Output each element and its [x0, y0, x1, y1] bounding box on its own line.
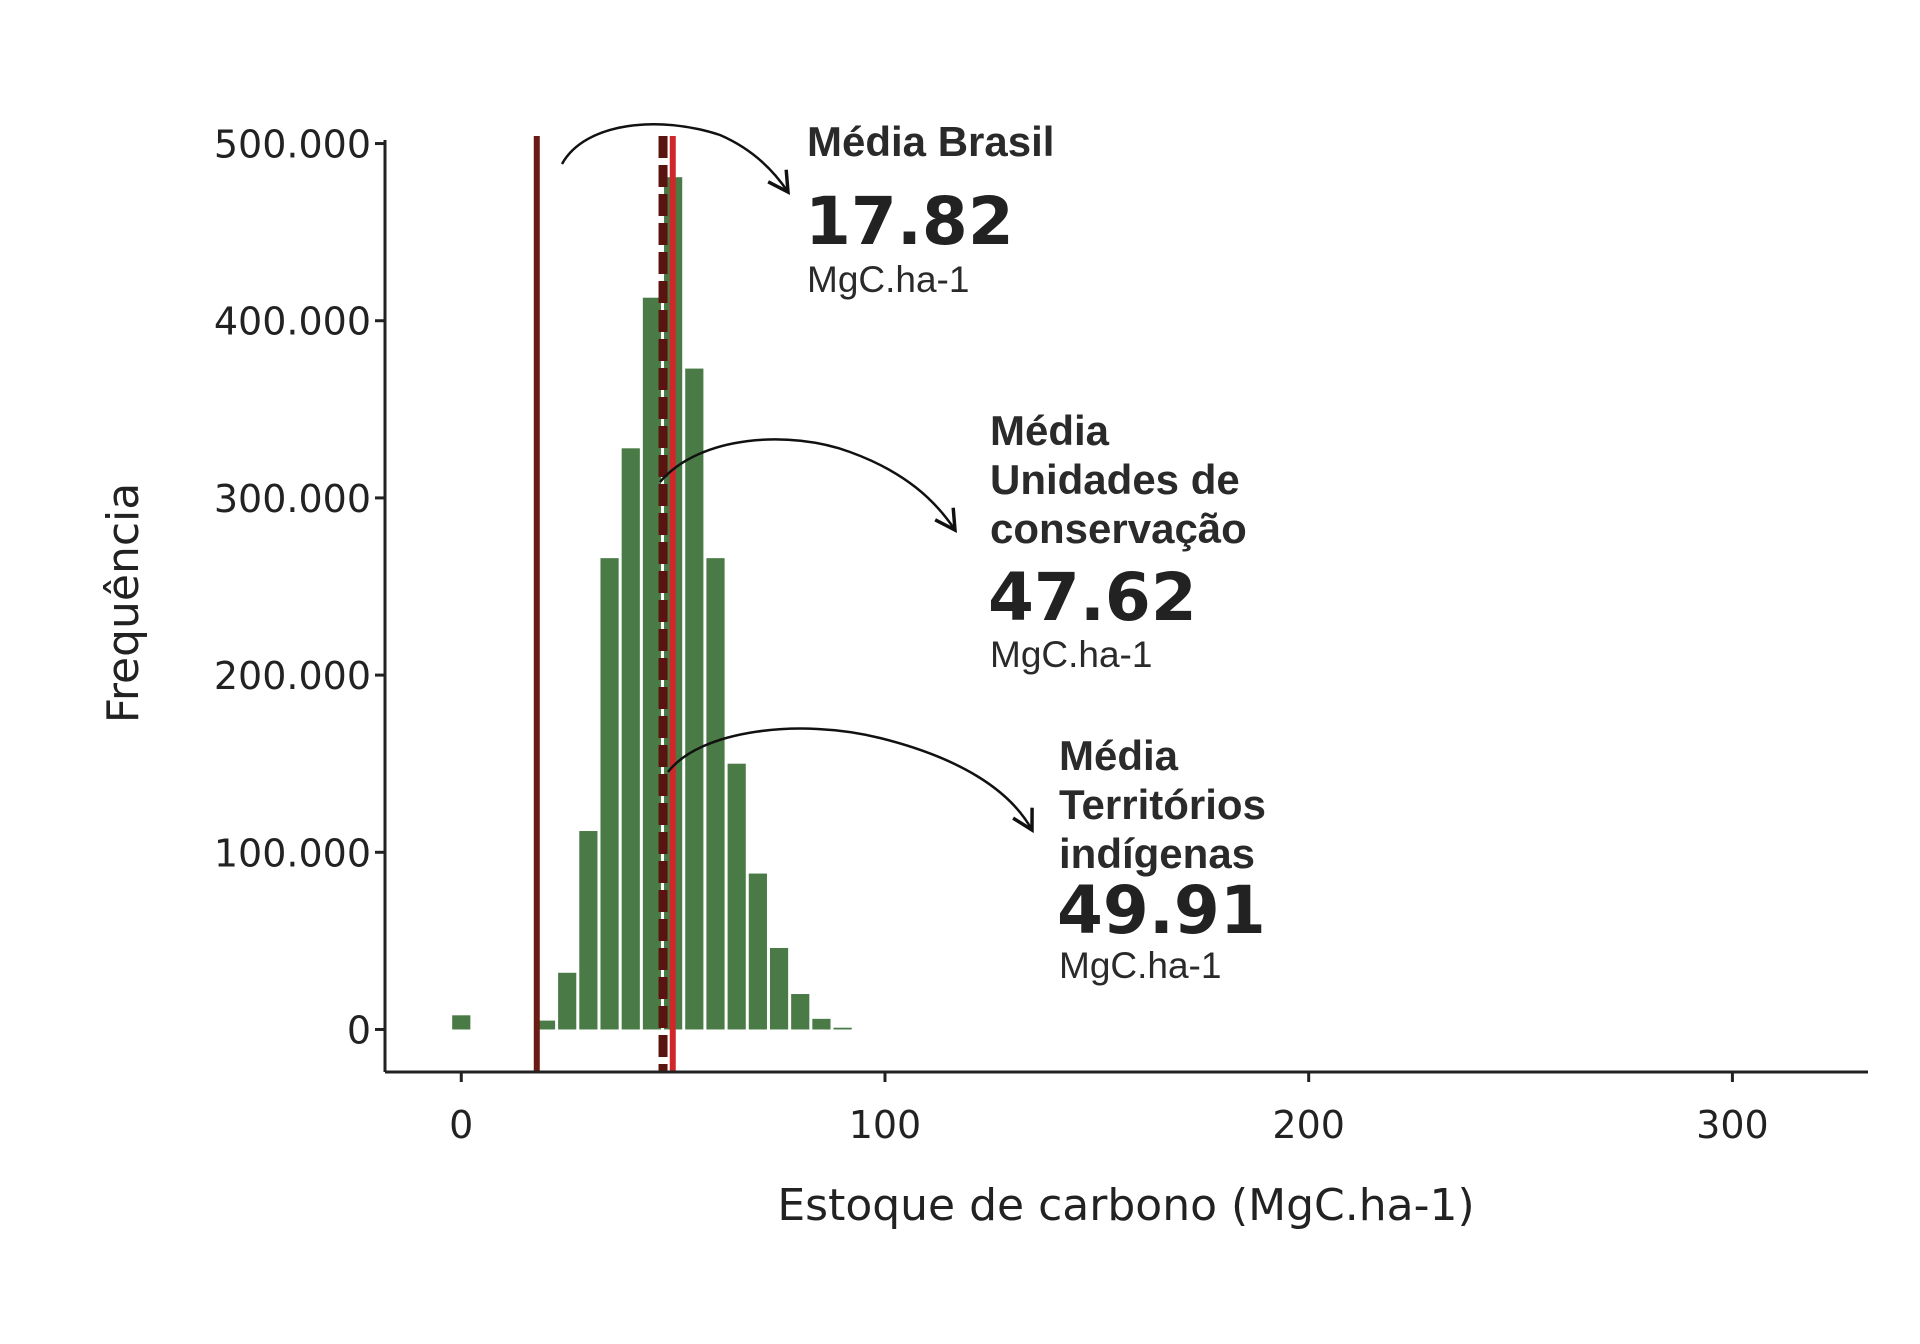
y-tick-label-0: 0: [347, 1008, 371, 1052]
x-tick-label-1: 100: [849, 1103, 922, 1147]
y-tick-label-1: 100.000: [214, 831, 371, 875]
x-axis-title: Estoque de carbono (MgC.ha-1): [777, 1180, 1474, 1231]
annotation-value-brasil: 17.82: [805, 183, 1014, 260]
histogram-bar-6: [642, 297, 662, 1030]
annotation-conservacao: Média Unidades de conservação 47.62 MgC.…: [659, 407, 1247, 675]
annotation-label-indigenas-2: Territórios: [1059, 781, 1266, 828]
annotation-arrow-brasil: [560, 123, 790, 195]
y-axis-ticks: 0 100.000 200.000 300.000 400.000 500.000: [214, 123, 385, 1052]
mean-reference-lines: [533, 136, 676, 1072]
annotation-value-indigenas: 49.91: [1057, 872, 1266, 949]
histogram-bar-14: [812, 1018, 831, 1030]
histogram-bars: [452, 177, 852, 1030]
y-tick-label-4: 400.000: [214, 300, 371, 344]
histogram-bar-1: [536, 1020, 556, 1030]
histogram-bar-10: [727, 763, 746, 1030]
histogram-bar-4: [600, 558, 619, 1030]
histogram-bar-9: [706, 558, 725, 1030]
histogram-bar-11: [748, 873, 767, 1030]
x-tick-label-0: 0: [449, 1103, 473, 1147]
axes: [383, 140, 1868, 1074]
histogram-bar-3: [579, 831, 598, 1030]
histogram-bar-5: [621, 448, 640, 1030]
annotation-unit-conservacao: MgC.ha-1: [990, 634, 1152, 675]
annotation-label-conservacao-1: Média: [990, 407, 1110, 454]
annotation-label-conservacao-3: conservação: [990, 505, 1247, 552]
annotation-indigenas: Média Territórios indígenas 49.91 MgC.ha…: [667, 727, 1266, 986]
x-axis-ticks: 0 100 200 300: [449, 1072, 1769, 1147]
histogram-bar-8: [685, 368, 704, 1030]
annotation-label-brasil: Média Brasil: [807, 118, 1054, 165]
annotation-unit-indigenas: MgC.ha-1: [1059, 945, 1221, 986]
annotation-unit-brasil: MgC.ha-1: [807, 259, 969, 300]
annotation-label-indigenas-3: indígenas: [1059, 830, 1255, 877]
histogram-bar-15: [833, 1027, 852, 1030]
annotation-label-conservacao-2: Unidades de: [990, 456, 1240, 503]
histogram-bar-2: [558, 972, 577, 1030]
x-tick-label-2: 200: [1272, 1103, 1345, 1147]
histogram-bar-13: [791, 994, 810, 1030]
histogram-bar-0: [452, 1015, 471, 1030]
y-tick-label-5: 500.000: [214, 123, 371, 167]
annotation-brasil: Média Brasil 17.82 MgC.ha-1: [560, 118, 1054, 300]
y-axis-title: Frequência: [98, 483, 149, 723]
annotation-value-conservacao: 47.62: [988, 559, 1197, 636]
histogram-bar-12: [769, 947, 789, 1030]
x-tick-label-3: 300: [1696, 1103, 1769, 1147]
y-tick-label-3: 300.000: [214, 477, 371, 521]
annotation-arrow-indigenas: [667, 727, 1034, 834]
y-tick-label-2: 200.000: [214, 654, 371, 698]
annotation-arrow-conservacao: [659, 438, 957, 533]
annotation-label-indigenas-1: Média: [1059, 732, 1179, 779]
